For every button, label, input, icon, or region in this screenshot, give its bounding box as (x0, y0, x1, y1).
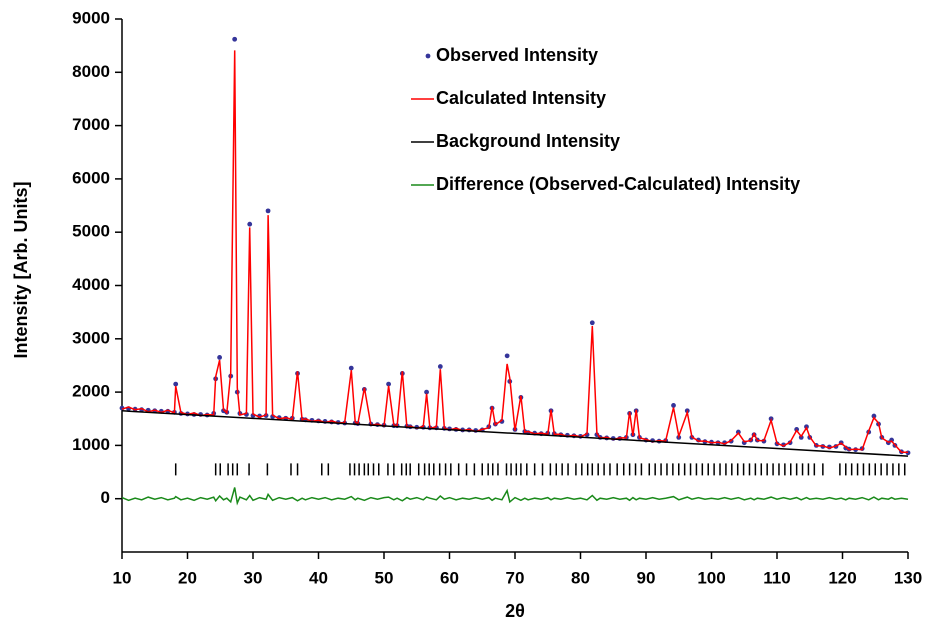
x-axis-label: 2θ (505, 601, 525, 621)
y-tick-label: 1000 (72, 435, 110, 454)
x-tick-label: 30 (244, 568, 263, 587)
x-tick-label: 130 (894, 568, 922, 587)
observed-point (348, 365, 354, 371)
y-tick-label: 0 (101, 488, 110, 507)
x-tick-label: 20 (178, 568, 197, 587)
observed-point (437, 364, 443, 369)
x-tick-label: 110 (763, 568, 790, 587)
observed-point (671, 403, 676, 408)
observed-point (871, 413, 877, 419)
observed-point (424, 389, 429, 395)
x-tick-label: 60 (440, 568, 459, 587)
y-tick-label: 4000 (72, 275, 110, 294)
y-tick-label: 7000 (72, 115, 110, 134)
y-tick-label: 6000 (72, 168, 110, 187)
x-tick-label: 50 (375, 568, 394, 587)
observed-point (247, 221, 253, 227)
legend-label: Difference (Observed-Calculated) Intensi… (436, 174, 800, 194)
x-tick-label: 80 (571, 568, 590, 587)
y-tick-label: 5000 (72, 222, 110, 241)
x-tick-label: 100 (697, 568, 725, 587)
series-line (121, 487, 909, 506)
legend-label: Observed Intensity (436, 45, 598, 65)
series-line (121, 410, 909, 457)
y-axis-label: Intensity [Arb. Units] (11, 181, 31, 358)
y-tick-label: 9000 (72, 8, 110, 27)
x-tick-label: 70 (506, 568, 525, 587)
observed-point (173, 381, 179, 387)
y-tick-label: 8000 (72, 62, 110, 81)
x-tick-label: 40 (309, 568, 328, 587)
observed-point (589, 320, 595, 326)
series-line (121, 50, 908, 454)
observed-point (232, 36, 238, 42)
x-tick-label: 90 (637, 568, 656, 587)
observed-point (217, 355, 222, 360)
observed-point (504, 353, 510, 359)
legend-marker (425, 53, 431, 59)
x-tick-label: 10 (113, 568, 132, 587)
y-tick-label: 2000 (72, 382, 110, 401)
observed-point (386, 381, 391, 387)
legend-label: Calculated Intensity (436, 88, 606, 108)
legend-label: Background Intensity (436, 131, 620, 151)
y-tick-label: 3000 (72, 328, 110, 347)
x-tick-label: 120 (828, 568, 856, 587)
observed-point (265, 208, 271, 214)
